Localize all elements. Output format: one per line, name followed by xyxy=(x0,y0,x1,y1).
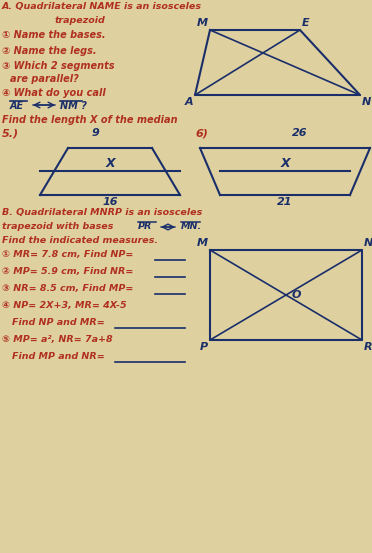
Text: ③ Which 2 segments: ③ Which 2 segments xyxy=(2,61,115,71)
Text: MN.: MN. xyxy=(181,222,202,231)
Text: ④ What do you call: ④ What do you call xyxy=(2,88,106,98)
Text: trapezoid with bases: trapezoid with bases xyxy=(2,222,117,231)
Text: 6): 6) xyxy=(195,128,208,138)
Text: ② Name the legs.: ② Name the legs. xyxy=(2,46,97,56)
Text: are parallel?: are parallel? xyxy=(10,74,79,84)
Text: Find NP and MR=: Find NP and MR= xyxy=(12,318,105,327)
Text: N: N xyxy=(362,97,371,107)
Text: M: M xyxy=(197,238,208,248)
Text: O: O xyxy=(291,290,301,300)
Text: R: R xyxy=(364,342,372,352)
Text: N: N xyxy=(364,238,372,248)
Text: ② MP= 5.9 cm, Find NR=: ② MP= 5.9 cm, Find NR= xyxy=(2,267,134,276)
Text: ① Name the bases.: ① Name the bases. xyxy=(2,30,106,40)
Text: Find MP and NR=: Find MP and NR= xyxy=(12,352,105,361)
Text: 21: 21 xyxy=(277,197,293,207)
Text: E: E xyxy=(302,18,310,28)
Text: ④ NP= 2X+3, MR= 4X-5: ④ NP= 2X+3, MR= 4X-5 xyxy=(2,301,126,310)
Text: A: A xyxy=(185,97,193,107)
Text: M: M xyxy=(197,18,208,28)
Text: NM ?: NM ? xyxy=(60,101,87,111)
Text: ⑤ MP= a², NR= 7a+8: ⑤ MP= a², NR= 7a+8 xyxy=(2,335,113,344)
Text: P: P xyxy=(200,342,208,352)
Text: AE: AE xyxy=(10,101,24,111)
Text: X: X xyxy=(105,157,115,170)
Text: trapezoid: trapezoid xyxy=(55,16,106,25)
Text: 26: 26 xyxy=(292,128,308,138)
Text: B. Quadrilateral MNRP is an isosceles: B. Quadrilateral MNRP is an isosceles xyxy=(2,208,202,217)
Text: X: X xyxy=(280,157,290,170)
Text: ③ NR= 8.5 cm, Find MP=: ③ NR= 8.5 cm, Find MP= xyxy=(2,284,134,293)
Text: Find the indicated measures.: Find the indicated measures. xyxy=(2,236,158,245)
Text: PR: PR xyxy=(138,222,153,231)
Text: Find the length X of the median: Find the length X of the median xyxy=(2,115,177,125)
Text: ① MR= 7.8 cm, Find NP=: ① MR= 7.8 cm, Find NP= xyxy=(2,250,134,259)
Text: 5.): 5.) xyxy=(2,128,19,138)
Text: 16: 16 xyxy=(102,197,118,207)
Text: 9: 9 xyxy=(91,128,99,138)
Text: A. Quadrilateral NAME is an isosceles: A. Quadrilateral NAME is an isosceles xyxy=(2,2,202,11)
